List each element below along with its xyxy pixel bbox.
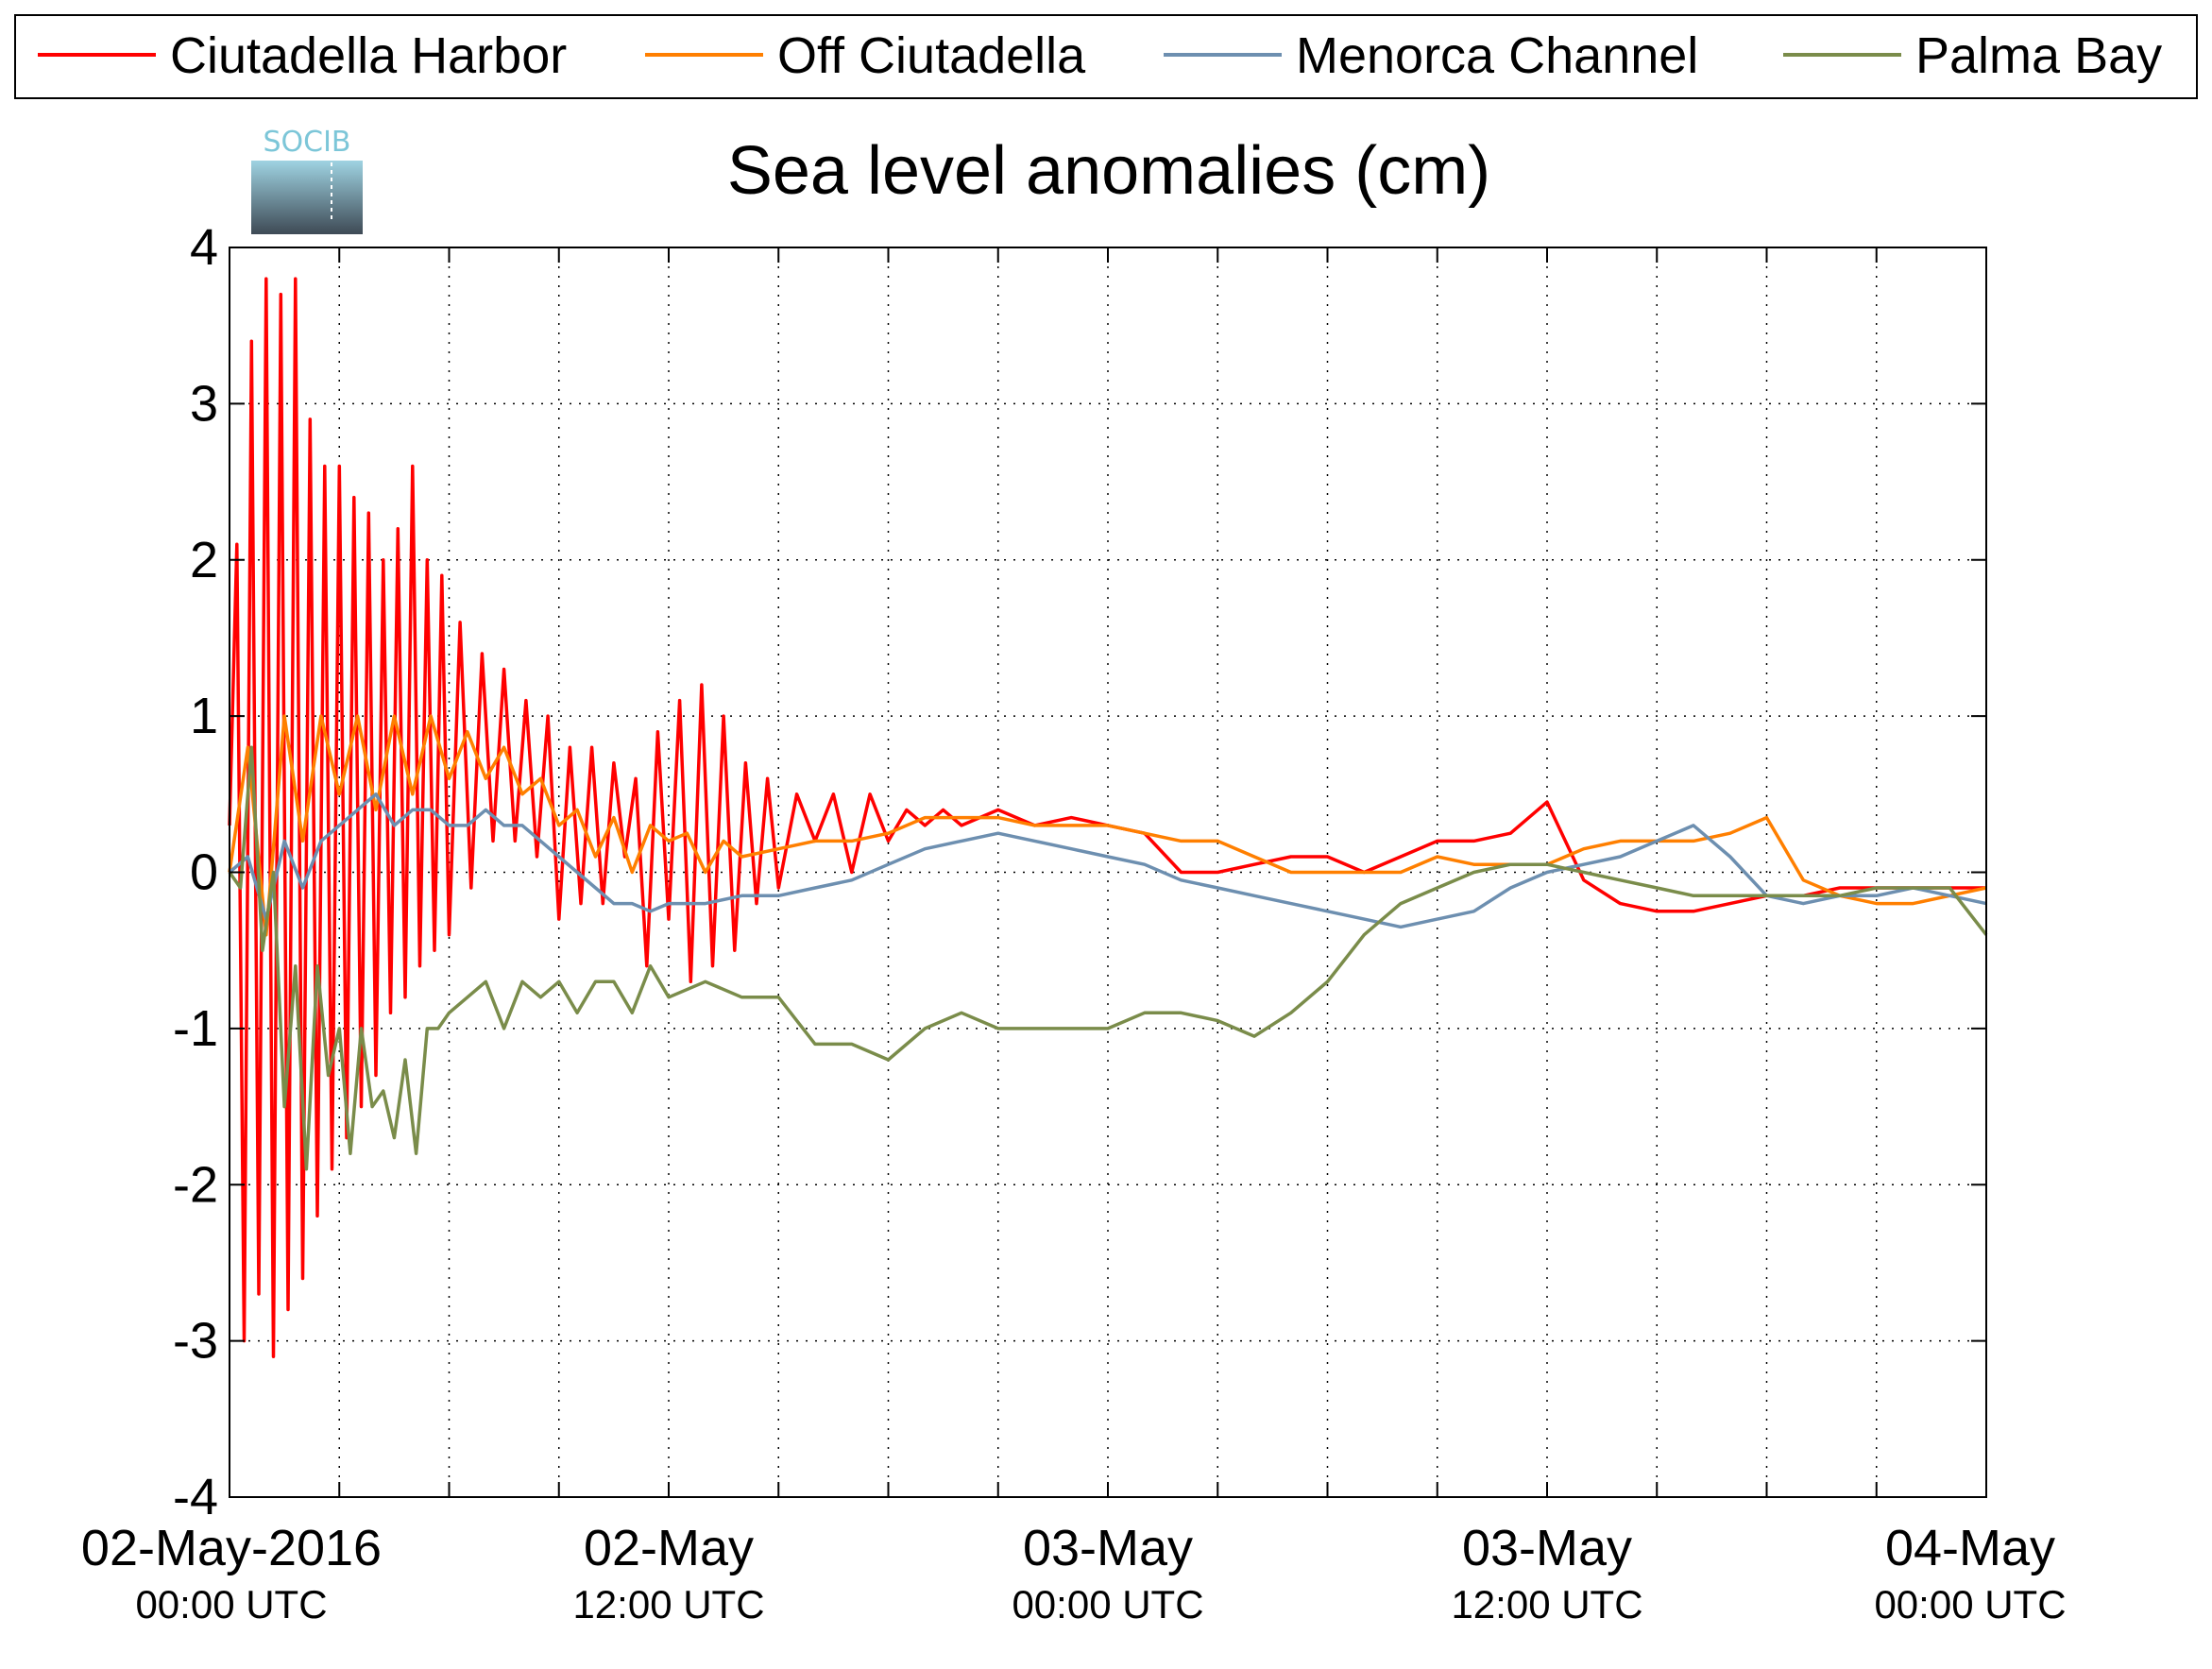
x-tick-label-time: 00:00 UTC [1012,1582,1203,1626]
legend: Ciutadella Harbor Off Ciutadella Menorca C… [38,27,2162,84]
x-tick-label-time: 12:00 UTC [1451,1582,1642,1626]
y-tick-label: -1 [173,1000,218,1057]
x-tick-label-date: 02-May [584,1520,754,1576]
y-tick-label: -3 [173,1313,218,1370]
series-line-palma-bay [228,745,1988,1171]
x-tick-label-date: 02-May-2016 [81,1520,382,1576]
chart-title: Sea level anomalies (cm) [727,133,1490,209]
legend-label: Off Ciutadella [777,27,1086,84]
legend-label: Palma Bay [1915,27,2162,84]
y-tick-label: 4 [190,219,218,276]
axis-ticks: -4 -3 -2 -1 0 1 2 3 4 02-May-2016 00:00 UTC 02-May 1… [81,219,2067,1626]
x-tick-label-date: 04-May [1885,1520,2055,1576]
x-tick-label-date: 03-May [1462,1520,1632,1576]
y-tick-label: 0 [190,844,218,901]
series-layer [228,277,1988,1358]
x-tick-label-time: 00:00 UTC [135,1582,327,1626]
legend-label: Ciutadella Harbor [170,27,567,84]
y-tick-label: -2 [173,1156,218,1213]
series-line-ciutadella-harbor [228,277,1986,1358]
logo-text: SOCIB [263,126,350,159]
y-tick-label: 2 [190,532,218,588]
x-tick-label-time: 12:00 UTC [572,1582,764,1626]
y-tick-label: 3 [190,375,218,432]
x-tick-label-time: 00:00 UTC [1874,1582,2066,1626]
y-tick-label: 1 [190,688,218,744]
y-tick-label: -4 [173,1469,218,1525]
socib-logo: SOCIB [251,126,363,234]
legend-label: Menorca Channel [1296,27,1698,84]
series-line-off-ciutadella [228,714,1987,937]
series-line-menorca-channel [228,792,1987,929]
x-tick-label-date: 03-May [1023,1520,1193,1576]
